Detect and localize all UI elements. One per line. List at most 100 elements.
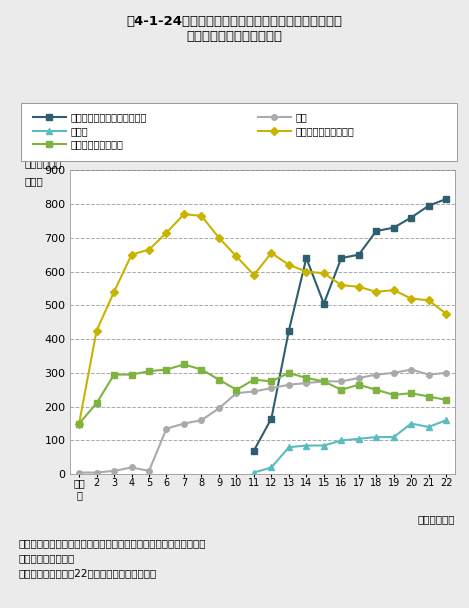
テトラクロロエチレン xyxy=(181,210,187,218)
トリクロロエチレン xyxy=(146,368,152,375)
Line: 硝酸性窒素及び亜硝酸性窒素: 硝酸性窒素及び亜硝酸性窒素 xyxy=(251,196,449,454)
砒素 xyxy=(443,369,449,376)
トリクロロエチレン xyxy=(426,393,431,400)
砒素 xyxy=(199,416,204,424)
トリクロロエチレン xyxy=(76,420,82,427)
ふっ素 xyxy=(251,469,257,476)
硝酸性窒素及び亜硝酸性窒素 xyxy=(339,254,344,261)
硝酸性窒素及び亜硝酸性窒素 xyxy=(251,447,257,454)
Text: トリクロロエチレン: トリクロロエチレン xyxy=(70,139,123,149)
Text: 出典：環境省「平成22年度地下水質測定結果」: 出典：環境省「平成22年度地下水質測定結果」 xyxy=(19,568,157,578)
砒素 xyxy=(303,379,309,387)
Text: 砒素: 砒素 xyxy=(295,112,307,122)
硝酸性窒素及び亜硝酸性窒素 xyxy=(321,300,326,307)
トリクロロエチレン xyxy=(339,386,344,393)
Line: ふっ素: ふっ素 xyxy=(251,418,449,475)
砒素 xyxy=(269,384,274,392)
砒素 xyxy=(356,375,362,382)
硝酸性窒素及び亜硝酸性窒素 xyxy=(356,251,362,258)
テトラクロロエチレン xyxy=(199,212,204,219)
テトラクロロエチレン xyxy=(426,297,431,304)
ふっ素 xyxy=(269,464,274,471)
Text: 数（継続監視調査）の推移: 数（継続監視調査）の推移 xyxy=(187,30,282,43)
硝酸性窒素及び亜硝酸性窒素 xyxy=(303,254,309,261)
テトラクロロエチレン xyxy=(111,288,117,295)
Text: 環境基準: 環境基準 xyxy=(24,140,49,150)
硝酸性窒素及び亜硝酸性窒素 xyxy=(443,195,449,202)
テトラクロロエチレン xyxy=(216,234,222,241)
テトラクロロエチレン xyxy=(129,251,134,258)
テトラクロロエチレン xyxy=(408,295,414,302)
トリクロロエチレン xyxy=(443,396,449,404)
トリクロロエチレン xyxy=(373,386,379,393)
テトラクロロエチレン xyxy=(94,327,99,334)
トリクロロエチレン xyxy=(129,371,134,378)
トリクロロエチレン xyxy=(269,378,274,385)
トリクロロエチレン xyxy=(408,390,414,397)
テトラクロロエチレン xyxy=(286,261,292,269)
砒素 xyxy=(181,420,187,427)
Text: 象としている。: 象としている。 xyxy=(19,553,75,563)
Text: 硝酸性窒素及び亜硝酸性窒素: 硝酸性窒素及び亜硝酸性窒素 xyxy=(70,112,147,122)
ふっ素 xyxy=(373,434,379,441)
トリクロロエチレン xyxy=(321,378,326,385)
トリクロロエチレン xyxy=(111,371,117,378)
トリクロロエチレン xyxy=(94,399,99,407)
テトラクロロエチレン xyxy=(234,253,239,260)
トリクロロエチレン xyxy=(181,361,187,368)
砒素 xyxy=(391,369,397,376)
トリクロロエチレン xyxy=(356,381,362,389)
砒素 xyxy=(426,371,431,378)
テトラクロロエチレン xyxy=(146,246,152,254)
砒素 xyxy=(339,378,344,385)
砒素 xyxy=(286,381,292,389)
ふっ素 xyxy=(321,442,326,449)
テトラクロロエチレン xyxy=(321,269,326,277)
砒素 xyxy=(94,469,99,476)
ふっ素 xyxy=(391,434,397,441)
テトラクロロエチレン xyxy=(373,288,379,295)
Text: 注１：このグラフは環境基準超過本数が比較的多かった項目のみ対: 注１：このグラフは環境基準超過本数が比較的多かった項目のみ対 xyxy=(19,538,206,548)
テトラクロロエチレン xyxy=(76,420,82,427)
砒素 xyxy=(251,388,257,395)
ふっ素 xyxy=(426,423,431,430)
硝酸性窒素及び亜硝酸性窒素 xyxy=(426,202,431,209)
テトラクロロエチレン xyxy=(356,283,362,291)
トリクロロエチレン xyxy=(286,369,292,376)
Text: テトラクロロエチレン: テトラクロロエチレン xyxy=(295,126,354,136)
Text: 超過井戸本数: 超過井戸本数 xyxy=(24,158,62,168)
ふっ素 xyxy=(303,442,309,449)
トリクロロエチレン xyxy=(164,366,169,373)
砒素 xyxy=(373,371,379,378)
硝酸性窒素及び亜硝酸性窒素 xyxy=(408,214,414,221)
硝酸性窒素及び亜硝酸性窒素 xyxy=(373,227,379,235)
砒素 xyxy=(146,467,152,474)
トリクロロエチレン xyxy=(391,391,397,398)
トリクロロエチレン xyxy=(234,386,239,393)
Text: （調査年度）: （調査年度） xyxy=(417,514,455,523)
砒素 xyxy=(216,405,222,412)
硝酸性窒素及び亜硝酸性窒素 xyxy=(269,415,274,422)
テトラクロロエチレン xyxy=(251,271,257,278)
テトラクロロエチレン xyxy=(339,282,344,289)
Line: 砒素: 砒素 xyxy=(76,367,449,475)
砒素 xyxy=(234,390,239,397)
ふっ素 xyxy=(443,416,449,424)
テトラクロロエチレン xyxy=(443,310,449,317)
ふっ素 xyxy=(286,444,292,451)
テトラクロロエチレン xyxy=(269,249,274,257)
硝酸性窒素及び亜硝酸性窒素 xyxy=(391,224,397,231)
ふっ素 xyxy=(339,437,344,444)
砒素 xyxy=(164,425,169,432)
砒素 xyxy=(76,469,82,476)
Line: テトラクロロエチレン: テトラクロロエチレン xyxy=(76,212,449,426)
ふっ素 xyxy=(356,435,362,443)
Text: ふっ素: ふっ素 xyxy=(70,126,88,136)
トリクロロエチレン xyxy=(216,376,222,383)
トリクロロエチレン xyxy=(251,376,257,383)
テトラクロロエチレン xyxy=(303,268,309,275)
砒素 xyxy=(408,366,414,373)
硝酸性窒素及び亜硝酸性窒素 xyxy=(286,327,292,334)
テトラクロロエチレン xyxy=(391,286,397,294)
Line: トリクロロエチレン: トリクロロエチレン xyxy=(76,362,449,426)
